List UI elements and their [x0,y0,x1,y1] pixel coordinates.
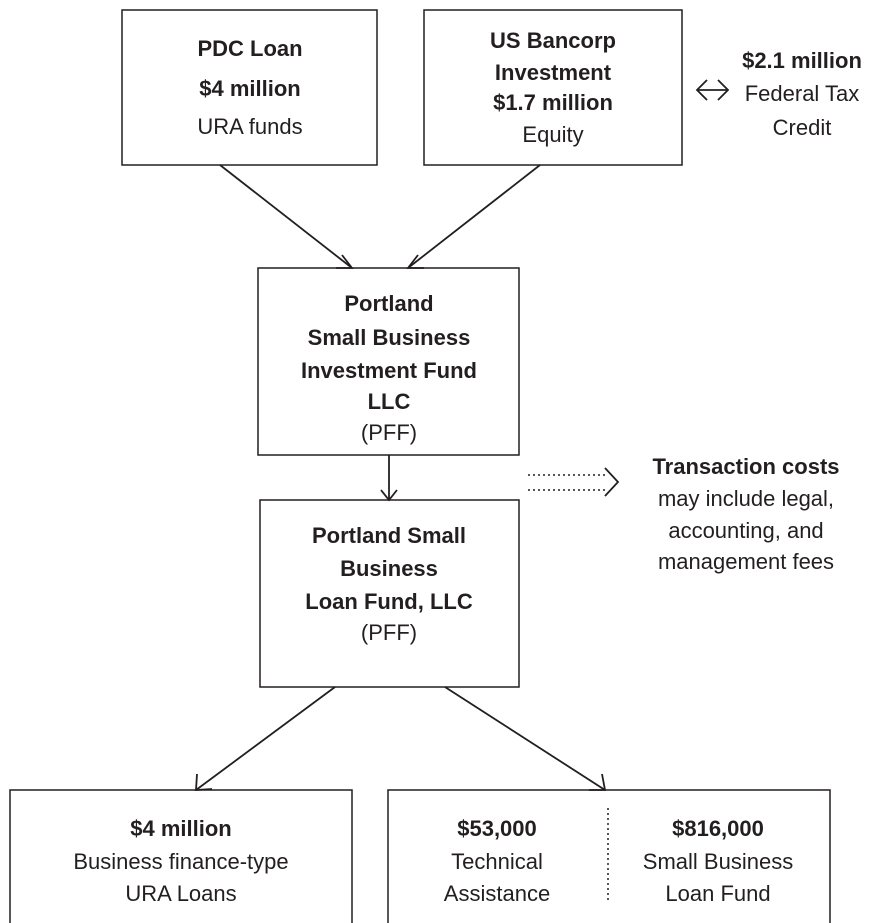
box [9,789,353,923]
box [423,9,683,166]
label: (PFF) [361,620,417,645]
box [257,267,520,456]
arrows [195,79,730,791]
label: $816,000 [672,816,764,841]
label: $1.7 million [493,90,613,115]
label: Business finance-type [73,849,288,874]
note: may include legal, [658,486,834,511]
label: PDC Loan [197,36,302,61]
label: LLC [368,389,411,414]
box [259,499,520,688]
label: Equity [522,122,583,147]
label: Assistance [444,881,550,906]
note: Transaction costs [652,454,839,479]
label: US Bancorp [490,28,616,53]
label: Loan Fund [665,881,770,906]
note: accounting, and [668,518,823,543]
label: Loan Fund, LLC [305,589,473,614]
label: (PFF) [361,420,417,445]
label: Portland Small [312,523,466,548]
label: Portland [344,291,433,316]
note: management fees [658,549,834,574]
box [387,789,831,923]
label: URA funds [197,114,302,139]
label: $4 million [199,76,300,101]
note: $2.1 million [742,48,862,73]
label: Business [340,556,438,581]
label: $4 million [130,816,231,841]
label: Investment Fund [301,358,477,383]
label: Small Business [308,325,471,350]
note: Federal Tax [745,81,860,106]
label: $53,000 [457,816,537,841]
label: URA Loans [125,881,236,906]
label: Investment [495,60,612,85]
note: Credit [773,115,832,140]
box [121,9,378,166]
label: Technical [451,849,543,874]
label: Small Business [643,849,793,874]
